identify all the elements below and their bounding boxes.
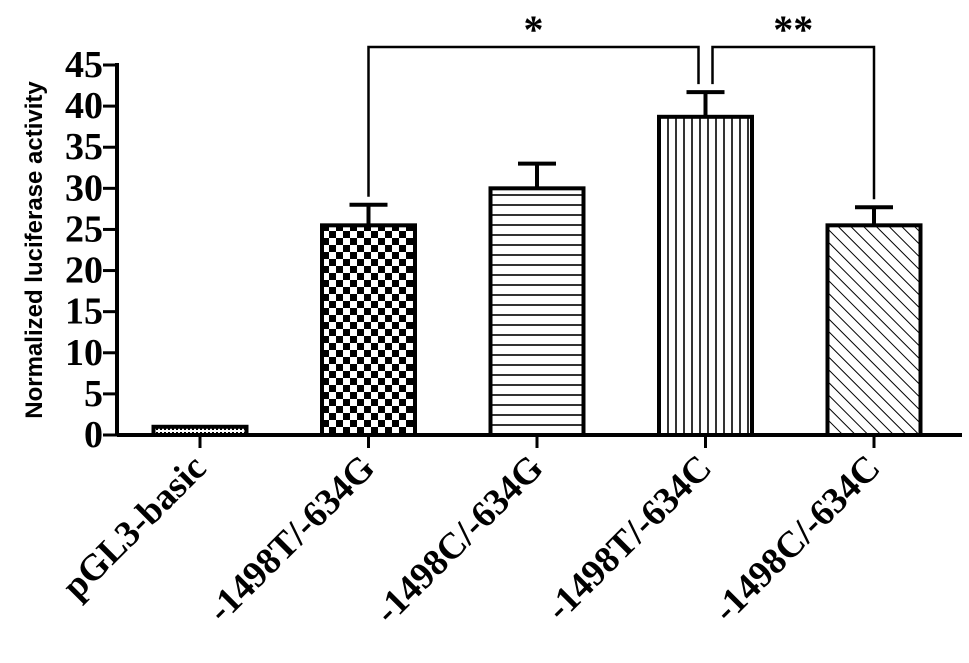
error-bars [349,90,893,226]
y-tick-label: 45 [65,44,103,86]
significance-bracket-1 [711,45,876,200]
bar-3 [657,114,754,438]
y-tick-label: 0 [84,414,103,456]
significance-bracket-0 [367,45,700,197]
x-tick-label: -1498C/-634G [367,447,552,632]
y-axis-label: Normalized luciferase activity [21,81,48,419]
y-tick-label: 40 [65,85,103,127]
x-tick-label: -1498T/-634G [200,447,383,630]
y-tick-label: 25 [65,208,103,250]
y-tick-label: 30 [65,167,103,209]
x-tick-label: -1498T/-634C [538,447,720,629]
significance-label-0: * [524,7,544,52]
y-tick-label: 15 [65,291,103,333]
bar-1 [320,223,417,437]
x-tick-label: pGL3-basic [55,447,215,607]
significance-brackets: * ** [367,7,876,200]
y-tick-label: 10 [65,332,103,374]
y-tick-label: 35 [65,126,103,168]
y-tick-label: 20 [65,250,103,292]
x-tick-label: -1498C/-634C [705,447,888,630]
x-axis: pGL3-basic-1498T/-634G-1498C/-634G-1498T… [55,433,962,632]
significance-label-1: ** [773,7,813,52]
bar-4 [825,223,923,437]
bar-2 [488,186,586,437]
y-tick-label: 5 [84,373,103,415]
